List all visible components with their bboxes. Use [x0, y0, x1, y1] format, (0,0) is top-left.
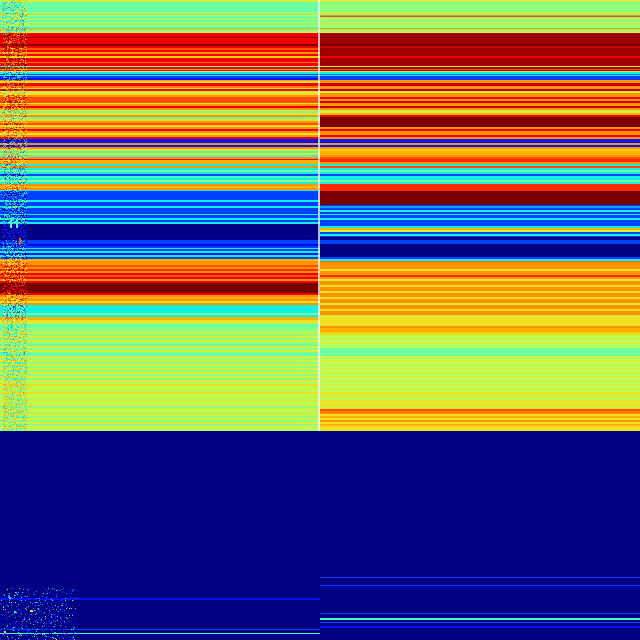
- heatmap-canvas: [0, 0, 640, 640]
- heatmap-figure: [0, 0, 640, 640]
